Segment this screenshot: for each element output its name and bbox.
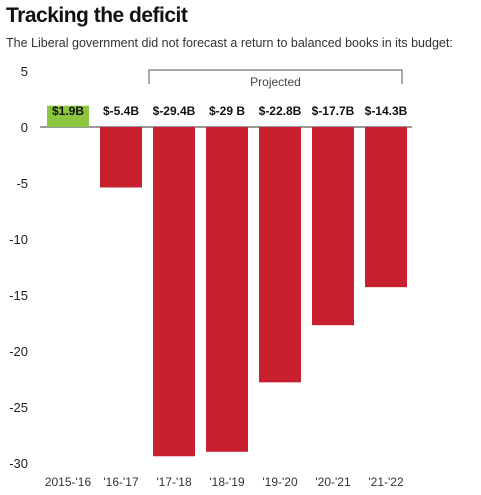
- y-tick-label: -25: [9, 400, 28, 415]
- bar-'19-'20: [259, 127, 301, 383]
- projected-bracket-line: [148, 69, 403, 84]
- projected-label: Projected: [250, 75, 301, 89]
- bar-2015-'16: [47, 105, 89, 127]
- bar-'17-'18: [153, 127, 195, 457]
- y-tick-label: -15: [9, 288, 28, 303]
- data-label: $-22.8B: [259, 104, 302, 118]
- x-tick-label: '18-'19: [209, 475, 245, 489]
- x-tick-label: '17-'18: [156, 475, 192, 489]
- bar-'18-'19: [206, 127, 248, 452]
- y-tick-label: 0: [21, 120, 28, 135]
- bar-'16-'17: [100, 127, 142, 188]
- data-label: $-5.4B: [103, 104, 139, 118]
- x-tick-label: '19-'20: [262, 475, 298, 489]
- data-label: $1.9B: [52, 104, 84, 118]
- y-tick-label: -20: [9, 344, 28, 359]
- bars: [47, 105, 407, 457]
- x-tick-label: 2015-'16: [45, 475, 92, 489]
- chart-title: Tracking the deficit: [6, 4, 188, 27]
- data-label: $-29.4B: [153, 104, 196, 118]
- x-tick-label: '20-'21: [315, 475, 351, 489]
- y-tick-label: 5: [21, 64, 28, 79]
- x-tick-label: '21-'22: [368, 475, 404, 489]
- y-tick-label: -5: [16, 176, 28, 191]
- x-tick-label: '16-'17: [103, 475, 139, 489]
- data-labels: $1.9B $-5.4B $-29.4B $-29 B $-22.8B $-17.7B $-…: [52, 104, 408, 118]
- projected-bracket: Projected: [148, 69, 403, 89]
- y-tick-label: -10: [9, 232, 28, 247]
- data-label: $-17.7B: [312, 104, 355, 118]
- data-label: $-29 B: [209, 104, 245, 118]
- chart-subtitle: The Liberal government did not forecast …: [6, 36, 453, 50]
- y-tick-label: -30: [9, 456, 28, 471]
- bar-'21-'22: [365, 127, 407, 288]
- bar-'20-'21: [312, 127, 354, 326]
- data-label: $-14.3B: [365, 104, 408, 118]
- x-axis: 2015-'16 '16-'17 '17-'18 '18-'19 '19-'20 '20-…: [45, 475, 404, 489]
